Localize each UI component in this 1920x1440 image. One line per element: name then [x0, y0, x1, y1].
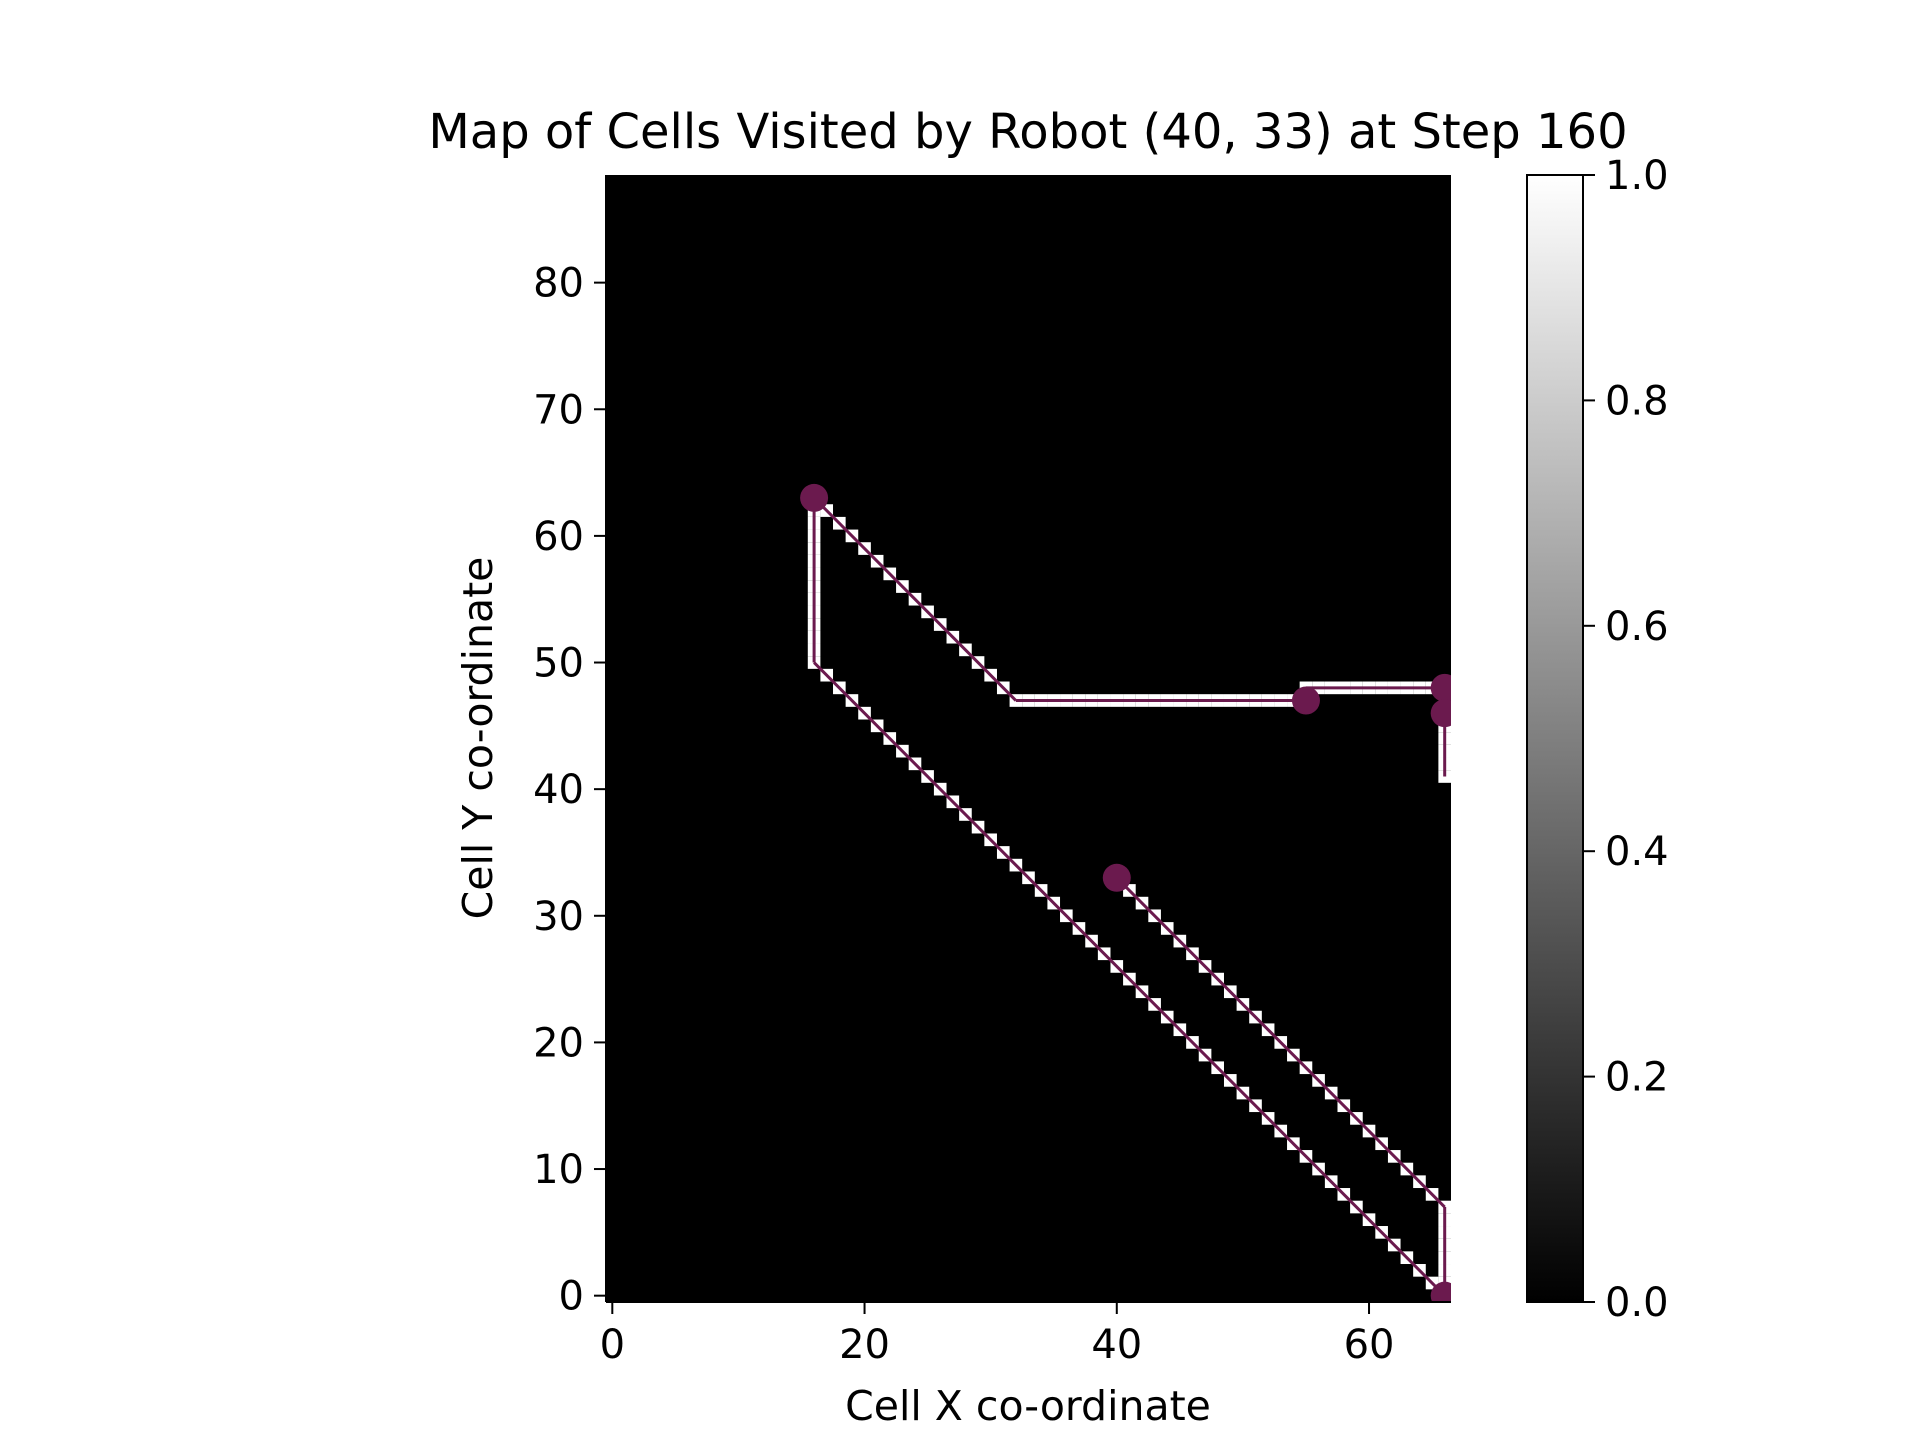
- colorbar-ticks: 0.0 0.2 0.4 0.6 0.8 1.0: [1583, 153, 1669, 1326]
- y-tick-label: 70: [533, 387, 584, 433]
- colorbar-tick-label: 0.6: [1605, 604, 1669, 650]
- y-axis-ticks: 0 10 20 30 40 50 60 70 80: [533, 175, 607, 1320]
- x-tick-label: 60: [1344, 1322, 1395, 1368]
- y-tick-label: 30: [533, 894, 584, 940]
- waypoint-marker: [800, 483, 829, 512]
- colorbar-tick-label: 0.0: [1605, 1280, 1669, 1326]
- path-segment: [813, 661, 1446, 1297]
- heatmap-background: [606, 175, 1451, 1302]
- x-axis-label: Cell X co-ordinate: [845, 1382, 1211, 1430]
- colorbar-tick-label: 1.0: [1605, 153, 1669, 199]
- y-tick-label: 0: [559, 1274, 584, 1320]
- colorbar: 0.0 0.2 0.4 0.6 0.8 1.0: [1526, 153, 1669, 1326]
- colorbar-gradient: [1526, 174, 1584, 1303]
- waypoint-marker: [1102, 863, 1131, 892]
- y-tick-label: 40: [533, 767, 584, 813]
- path-segment: [813, 496, 1017, 702]
- y-axis-label: Cell Y co-ordinate: [454, 557, 502, 920]
- x-tick-label: 0: [600, 1322, 625, 1368]
- x-tick-label: 40: [1091, 1322, 1142, 1368]
- heatmap-plot: [606, 175, 1451, 1302]
- waypoint-markers: [800, 483, 1451, 1302]
- path-segment: [1115, 876, 1446, 1209]
- y-tick-label: 10: [533, 1147, 584, 1193]
- x-axis-ticks: 0 20 40 60: [600, 1301, 1451, 1368]
- colorbar-tick-label: 0.8: [1605, 378, 1669, 424]
- y-tick-label: 80: [533, 261, 584, 307]
- y-tick-label: 60: [533, 514, 584, 560]
- y-tick-label: 20: [533, 1020, 584, 1066]
- colorbar-tick-label: 0.4: [1605, 829, 1669, 875]
- waypoint-marker: [1430, 673, 1451, 702]
- waypoint-marker: [1430, 1281, 1451, 1302]
- y-tick-label: 50: [533, 641, 584, 687]
- robot-path-line: [812, 496, 1447, 1297]
- waypoint-marker: [1430, 699, 1451, 728]
- x-tick-label: 20: [839, 1322, 890, 1368]
- colorbar-tick-label: 0.2: [1605, 1055, 1669, 1101]
- chart-title: Map of Cells Visited by Robot (40, 33) a…: [428, 104, 1627, 160]
- waypoint-marker: [1291, 686, 1320, 715]
